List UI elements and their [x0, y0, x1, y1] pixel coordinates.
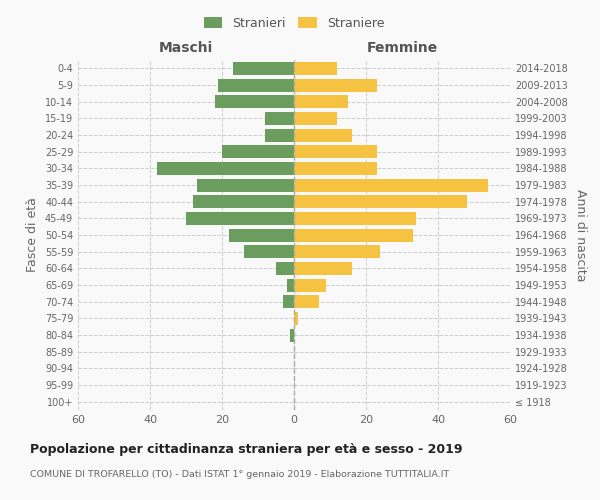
- Bar: [186, 212, 294, 225]
- Text: Femmine: Femmine: [367, 41, 437, 55]
- Bar: [233, 62, 294, 75]
- Text: Maschi: Maschi: [159, 41, 213, 55]
- Text: COMUNE DI TROFARELLO (TO) - Dati ISTAT 1° gennaio 2019 - Elaborazione TUTTITALIA: COMUNE DI TROFARELLO (TO) - Dati ISTAT 1…: [30, 470, 449, 479]
- Bar: [193, 195, 294, 208]
- Bar: [287, 278, 294, 291]
- Y-axis label: Anni di nascita: Anni di nascita: [574, 188, 587, 281]
- Bar: [215, 95, 294, 108]
- Bar: [157, 162, 294, 175]
- Bar: [294, 178, 488, 192]
- Bar: [294, 295, 319, 308]
- Bar: [294, 262, 352, 275]
- Bar: [283, 295, 294, 308]
- Bar: [229, 228, 294, 241]
- Bar: [294, 62, 337, 75]
- Bar: [197, 178, 294, 192]
- Bar: [222, 145, 294, 158]
- Bar: [244, 245, 294, 258]
- Bar: [294, 312, 298, 325]
- Legend: Stranieri, Straniere: Stranieri, Straniere: [197, 10, 391, 36]
- Bar: [294, 95, 348, 108]
- Bar: [290, 328, 294, 342]
- Bar: [294, 128, 352, 141]
- Y-axis label: Fasce di età: Fasce di età: [26, 198, 39, 272]
- Bar: [294, 195, 467, 208]
- Bar: [294, 112, 337, 125]
- Bar: [276, 262, 294, 275]
- Bar: [218, 78, 294, 92]
- Bar: [294, 245, 380, 258]
- Bar: [265, 112, 294, 125]
- Bar: [265, 128, 294, 141]
- Bar: [294, 278, 326, 291]
- Bar: [294, 145, 377, 158]
- Bar: [294, 162, 377, 175]
- Bar: [294, 228, 413, 241]
- Bar: [294, 78, 377, 92]
- Text: Popolazione per cittadinanza straniera per età e sesso - 2019: Popolazione per cittadinanza straniera p…: [30, 442, 463, 456]
- Bar: [294, 212, 416, 225]
